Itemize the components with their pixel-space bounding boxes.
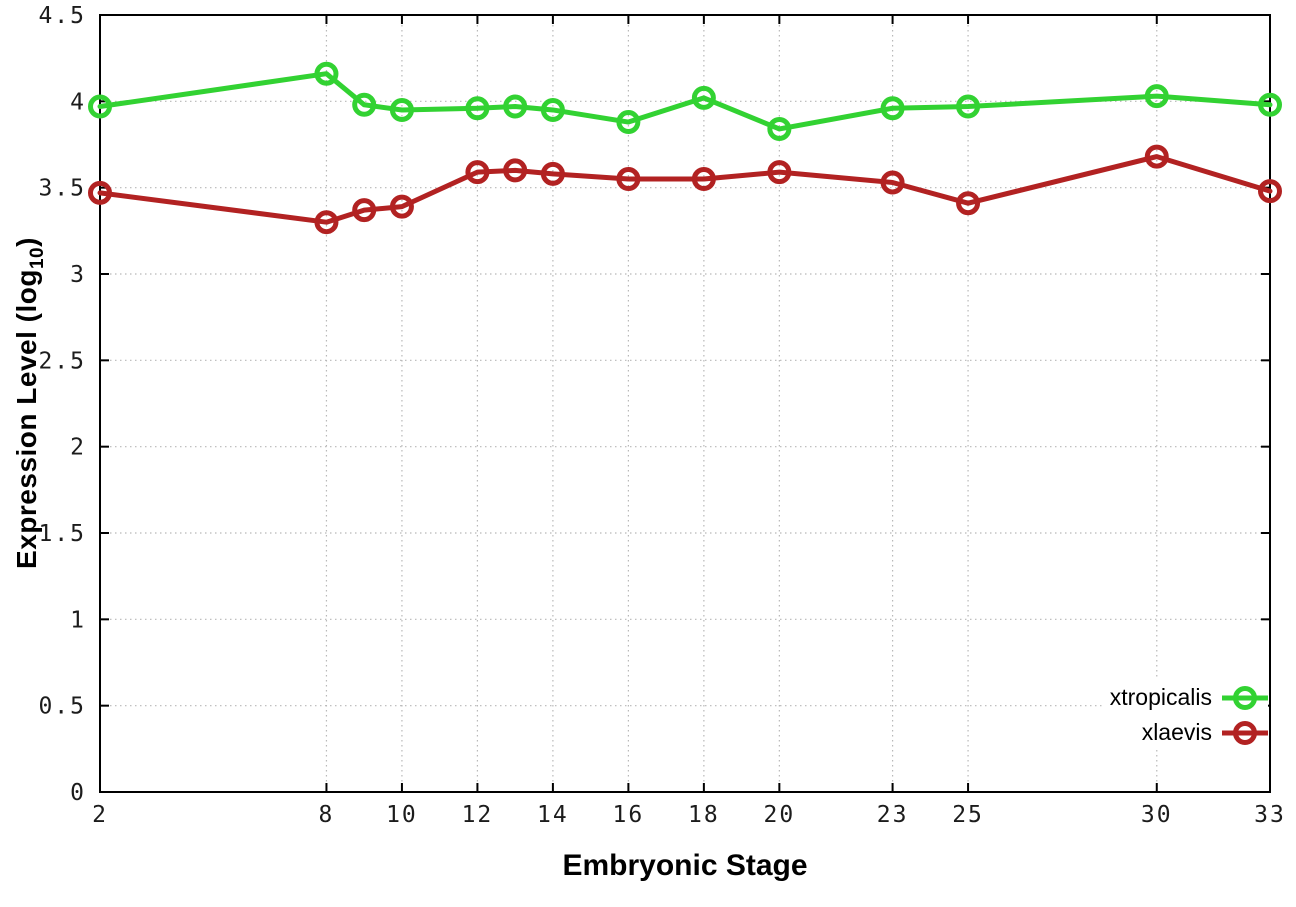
data-point-marker-xtropicalis — [352, 92, 377, 117]
grid — [100, 15, 1270, 792]
series-xtropicalis — [88, 61, 1282, 141]
x-tick-label: 20 — [764, 802, 796, 828]
y-tick-label: 4.5 — [38, 3, 86, 29]
y-tick-label: 1 — [70, 607, 86, 633]
y-axis-title: Expression Level (log10) — [11, 237, 49, 569]
y-tick-label: 2.5 — [38, 348, 86, 374]
data-point-marker-xtropicalis — [389, 97, 414, 122]
data-point-marker-xtropicalis — [503, 94, 528, 119]
x-tick-label: 25 — [952, 802, 984, 828]
legend-item-xtropicalis: xtropicalis — [1110, 680, 1268, 715]
data-point-marker-xlaevis — [540, 161, 565, 186]
x-tick-label: 8 — [319, 802, 335, 828]
data-point-marker-xlaevis — [616, 167, 641, 192]
tick-marks — [99, 14, 1271, 793]
x-tick-label: 30 — [1141, 802, 1173, 828]
x-tick-label: 16 — [613, 802, 645, 828]
data-point-marker-xlaevis — [691, 167, 716, 192]
data-point-marker-xtropicalis — [880, 96, 905, 121]
tick-labels: 2 8 10 12 14 16 18 20 23 25 30 33 0 0.5 1 1.5 2 2.5 3 3.5 4 4… — [38, 3, 1286, 828]
data-point-marker-xtropicalis — [767, 116, 792, 141]
x-tick-label: 12 — [462, 802, 494, 828]
y-axis-title-text: Expression Level (log — [11, 269, 43, 569]
data-point-marker-xtropicalis — [691, 85, 716, 110]
data-point-marker-xlaevis — [956, 191, 981, 216]
series-line-xtropicalis — [97, 71, 1273, 132]
y-tick-label: 0.5 — [38, 694, 86, 720]
data-point-marker-xlaevis — [465, 160, 490, 185]
data-point-marker-xtropicalis — [616, 110, 641, 135]
legend: xtropicalis xlaevis — [1101, 680, 1268, 750]
y-tick-label: 1.5 — [38, 521, 86, 547]
x-tick-label: 10 — [386, 802, 418, 828]
data-point-marker-xtropicalis — [465, 96, 490, 121]
data-point-marker-xtropicalis — [1258, 92, 1282, 117]
data-point-marker-xlaevis — [767, 160, 792, 185]
legend-item-xlaevis: xlaevis — [1142, 715, 1268, 750]
legend-label-xtropicalis: xtropicalis — [1109, 684, 1212, 710]
data-point-marker-xtropicalis — [1144, 84, 1169, 109]
y-tick-label: 4 — [70, 89, 86, 115]
xtropicalis-line-marker-icon — [1222, 685, 1268, 710]
legend-label-xlaevis: xlaevis — [1141, 719, 1212, 745]
series-xlaevis — [88, 144, 1282, 235]
data-point-marker-xlaevis — [352, 198, 377, 223]
data-point-marker-xlaevis — [88, 180, 112, 205]
data-point-marker-xtropicalis — [88, 94, 112, 119]
series-line-xlaevis — [97, 154, 1273, 225]
data-point-marker-xlaevis — [389, 194, 414, 219]
data-point-marker-xtropicalis — [314, 61, 339, 86]
y-tick-label: 3.5 — [38, 176, 86, 202]
data-point-marker-xlaevis — [880, 170, 905, 195]
x-tick-label: 14 — [537, 802, 569, 828]
x-tick-label: 18 — [688, 802, 720, 828]
y-axis-title-close: ) — [11, 237, 43, 247]
data-point-marker-xlaevis — [1258, 179, 1282, 204]
xlaevis-line-marker-icon — [1222, 720, 1268, 745]
data-point-marker-xlaevis — [314, 210, 339, 235]
data-point-marker-xlaevis — [1144, 144, 1169, 169]
x-axis-title: Embryonic Stage — [562, 849, 808, 882]
y-tick-label: 3 — [70, 262, 86, 288]
plot-border — [99, 14, 1271, 793]
data-point-marker-xlaevis — [503, 158, 528, 183]
x-tick-label: 33 — [1254, 802, 1286, 828]
y-tick-label: 0 — [70, 780, 86, 806]
x-tick-label: 2 — [92, 802, 108, 828]
data-point-marker-xtropicalis — [540, 97, 565, 122]
y-tick-label: 2 — [70, 435, 86, 461]
data-point-marker-xtropicalis — [956, 94, 981, 119]
x-tick-label: 23 — [877, 802, 909, 828]
y-axis-title-subscript: 10 — [26, 246, 48, 270]
